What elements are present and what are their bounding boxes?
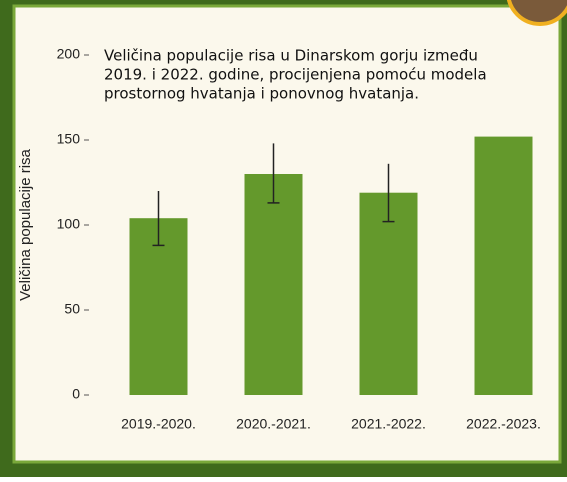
- x-tick-label: 2021.-2022.: [351, 416, 426, 432]
- chart-title: prostornog hvatanja i ponovnog hvatanja.: [104, 85, 419, 103]
- y-tick-label: 150: [57, 131, 81, 147]
- y-tick-label: 0: [72, 386, 80, 402]
- chart-title: 2019. i 2022. godine, procijenjena pomoć…: [104, 66, 487, 84]
- bar: [475, 137, 533, 395]
- chart-title: Veličina populacije risa u Dinarskom gor…: [104, 47, 478, 65]
- x-tick-label: 2020.-2021.: [236, 416, 311, 432]
- bar: [245, 174, 303, 395]
- y-tick-label: 50: [64, 301, 80, 317]
- y-axis-label: Veličina populacije risa: [17, 148, 34, 300]
- x-tick-label: 2022.-2023.: [466, 416, 541, 432]
- x-tick-label: 2019.-2020.: [121, 416, 196, 432]
- bar: [360, 193, 418, 395]
- y-tick-label: 200: [57, 46, 81, 62]
- page: {"chart_data": {"type": "bar", "title": …: [0, 0, 567, 477]
- chart: Veličina populacije risa u Dinarskom gor…: [0, 0, 567, 477]
- y-tick-label: 100: [57, 216, 81, 232]
